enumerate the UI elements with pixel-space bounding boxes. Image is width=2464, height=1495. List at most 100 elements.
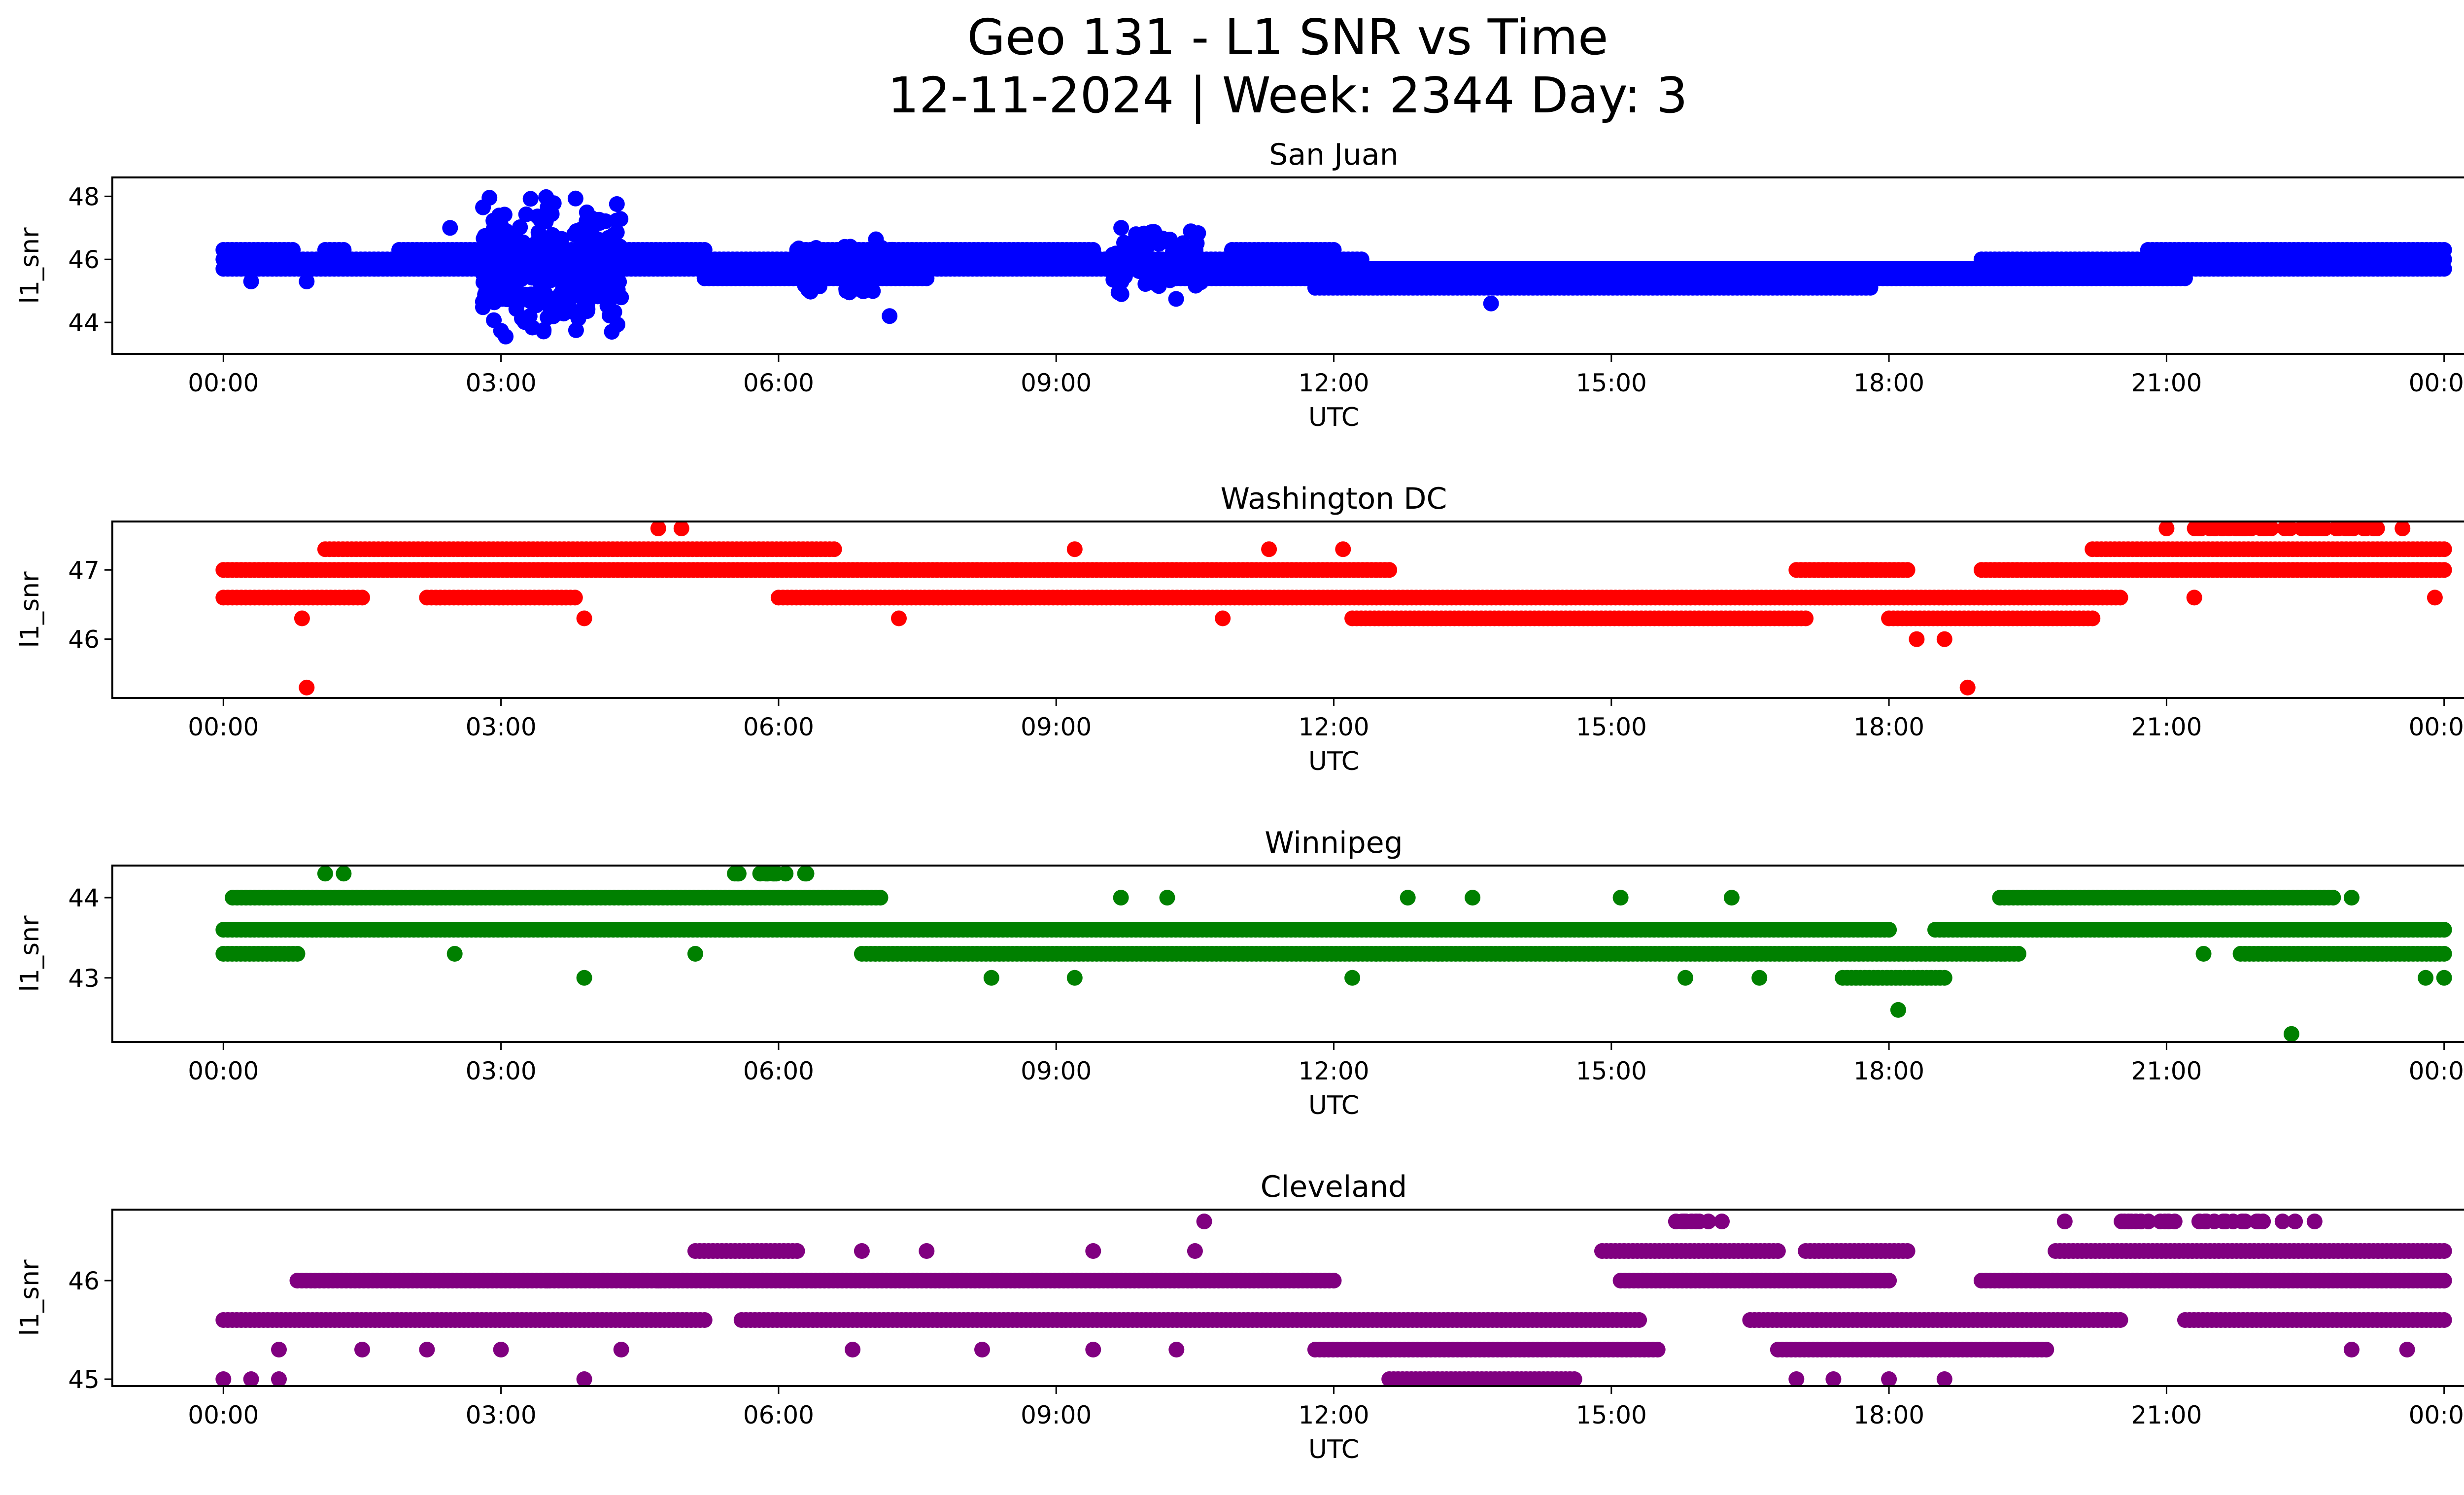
data-point [1798,610,1814,626]
x-tick-label: 06:00 [743,1057,814,1085]
data-point [2195,946,2212,962]
data-point [1770,1243,1786,1259]
x-tick-label: 15:00 [1576,1057,1647,1085]
data-point [523,286,539,303]
data-point [1400,890,1416,906]
panel-title: Cleveland [1261,1170,1407,1204]
data-point [317,866,333,882]
x-tick-label: 09:00 [1021,1057,1092,1085]
data-point [1147,275,1163,291]
data-point [1168,291,1184,307]
x-tick-label: 00:00 [188,713,259,741]
data-point [812,278,827,294]
data-point [599,251,616,268]
data-point [1159,890,1175,906]
data-point [1326,1273,1342,1288]
data-point [1113,890,1129,906]
data-point [2436,922,2452,938]
y-axis-label: l1_snr [15,915,45,992]
data-point [580,295,595,312]
data-point [299,274,315,289]
data-point [1677,970,1693,986]
data-point [2436,946,2452,962]
data-point [1612,890,1629,906]
data-point [524,270,540,286]
data-point [553,303,569,319]
data-point [838,245,854,261]
panel-title: Washington DC [1221,482,1447,516]
data-point [1137,233,1154,249]
x-tick-label: 15:00 [1576,369,1647,397]
data-point [2263,522,2279,536]
data-point [838,269,854,285]
data-point [1117,268,1133,284]
data-point [2436,1243,2452,1259]
x-tick-label: 03:00 [466,713,537,741]
x-tick-label: 09:00 [1021,369,1092,397]
data-point [1188,278,1204,294]
data-point [536,323,552,340]
data-point [1113,254,1129,270]
data-point [2358,522,2374,536]
data-point [872,890,889,906]
data-point [530,224,547,241]
figure-title-line1: Geo 131 - L1 SNR vs Time [967,8,1608,66]
data-point [814,264,830,280]
data-point [2283,1026,2299,1042]
data-point [522,191,539,207]
data-point [294,610,310,626]
data-point [561,283,577,300]
data-point [509,296,525,312]
y-axis-label: l1_snr [15,227,45,304]
data-point [1890,1002,1906,1018]
x-tick-label: 18:00 [1853,713,1924,741]
data-point [798,866,815,882]
data-point [2343,890,2360,906]
data-point [475,199,491,215]
data-point [1215,610,1231,626]
data-point [919,270,935,286]
x-tick-label: 06:00 [743,713,814,741]
data-point [1113,220,1129,236]
data-point [477,239,493,255]
x-tick-label: 12:00 [1298,1057,1369,1085]
data-point [493,323,509,339]
data-point [2177,270,2193,286]
panel-title: San Juan [1269,138,1398,172]
data-point [1881,1273,1897,1288]
data-point [540,289,556,306]
data-point [1381,562,1398,578]
data-point [569,224,585,241]
x-tick-label: 03:00 [466,369,537,397]
data-point [2112,590,2128,606]
data-point [610,281,626,298]
x-tick-label: 21:00 [2131,713,2202,741]
data-point [1881,922,1897,938]
data-point [565,256,582,273]
data-point [1113,286,1129,302]
data-point [696,1312,713,1328]
data-point [1483,295,1499,312]
data-point [243,274,259,289]
data-point [882,308,898,324]
x-axis-label: UTC [1308,403,1359,432]
data-point [581,271,597,287]
data-point [809,244,824,260]
x-axis-label: UTC [1308,1091,1359,1120]
data-point [567,190,583,207]
data-point [2436,541,2452,557]
data-point [478,283,494,299]
data-point [1909,631,1925,647]
data-point [2186,590,2202,606]
data-point [602,308,617,324]
data-point [1723,890,1740,906]
data-point [609,212,625,229]
data-point [2345,522,2361,536]
data-point [289,946,306,962]
x-tick-label: 18:00 [1853,1057,1924,1085]
data-point [521,308,538,324]
data-points [215,1214,2452,1386]
